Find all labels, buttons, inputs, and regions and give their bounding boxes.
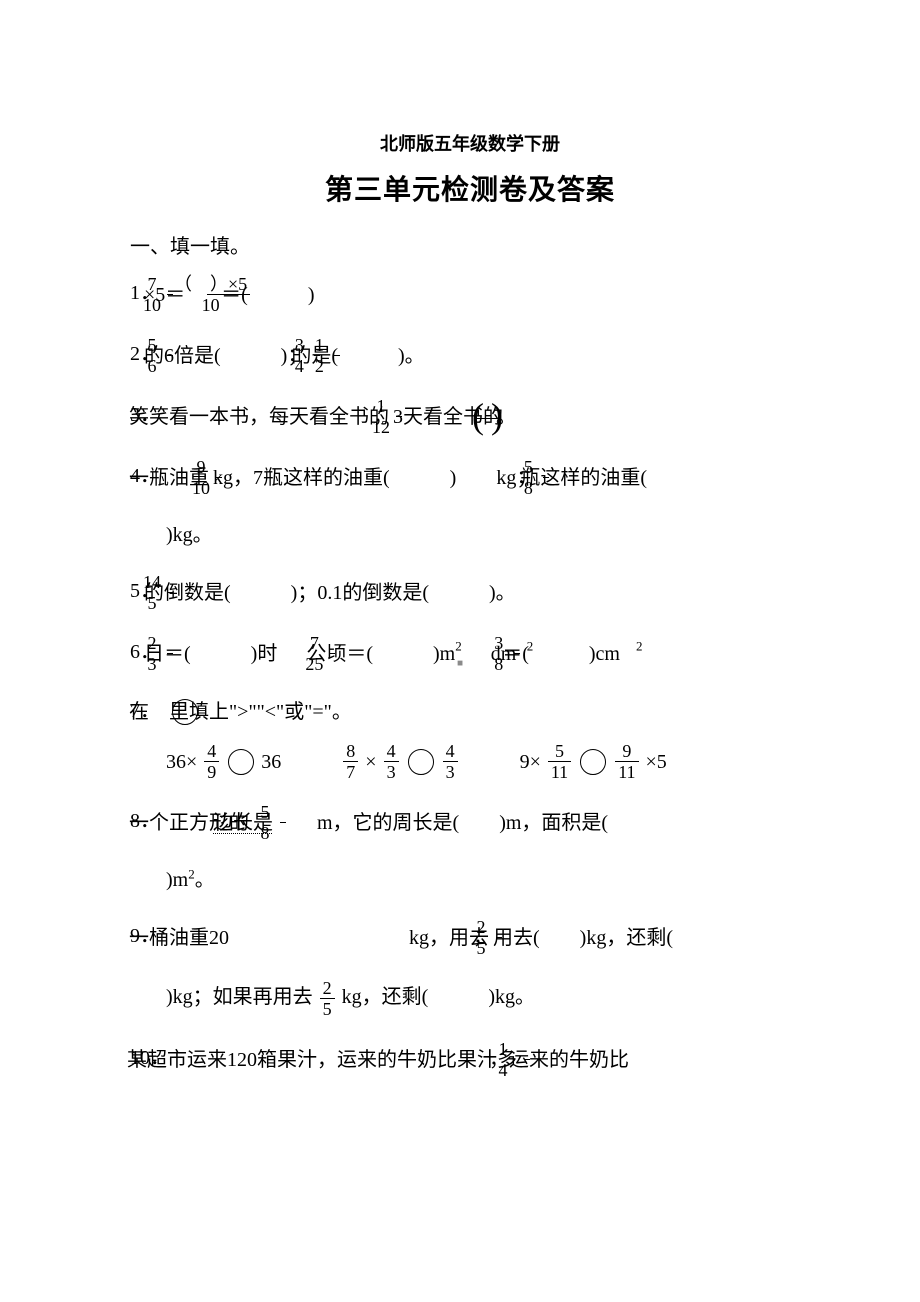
q9-text-2: ，用去( )kg，还剩( [509,922,673,954]
q2-frac-1: 5 6 [167,336,173,375]
q10-frac-1: 1 4 [524,1040,530,1079]
q6-c2-sup: 2 [455,638,462,653]
q7-r2-frac-3: 4 3 [443,742,458,781]
q7-opt-1: 36× 4 9 36 [166,742,281,781]
q1-text-2: ＝( ) [257,279,330,311]
q10-text-2: ，运来的牛奶比 [537,1044,629,1076]
q7-r3-frac-1: 5 11 [548,742,571,781]
q7-r2-frac-1: 8 7 [343,742,358,781]
q2-text-1: 的6倍是( )； [180,340,307,372]
q3-frac-1: 1 12 [396,397,402,436]
q9-text-1: 一桶油重20 kg，用去 [165,922,489,954]
q4-text-2: kg，7瓶这样的油重( ) kg； [229,462,536,494]
question-4: 4． 一瓶油重 9 10 kg，7瓶这样的油重( ) kg； 5 8 瓶这样的油… [130,458,810,497]
question-9-cont: )kg；如果再用去 2 5 kg，还剩( )kg。 [130,979,810,1018]
q7-r3-frac-2: 9 11 [615,742,638,781]
q6-frac-3: 3 8 [514,634,520,673]
question-3: 3． 笑笑看一本书，每天看全书的 1 12 ，3天看全书的 ( — ) 。 [130,397,810,436]
q1-frac-1: 7 10 [167,275,173,314]
section-1-title: 一、填一填。 [130,230,810,259]
watermark-dot: ■ [457,658,463,669]
q6-c3-sup-2: 2 [636,638,643,653]
q6-frac-1: 2 3 [167,634,173,673]
q7-r2-frac-2: 4 3 [384,742,399,781]
page-title: 第三单元检测卷及答案 [130,168,810,208]
question-6: 6． 2 3 日＝( )时 7 25 公顷＝( )m2 3 8 dm2 ＝( )… [130,634,810,673]
q4-text-4: )kg。 [166,524,213,546]
question-1: 1． 7 10 ×5＝ （ ）×5 10 ＝( ) [130,275,810,314]
question-7: 7． 在 里填上">""<"或"="。 36× 4 9 36 8 7 × [130,695,810,781]
circle-icon [228,749,254,775]
q4-frac-1: 9 10 [216,458,222,497]
q7-options-row: 36× 4 9 36 8 7 × 4 3 [166,742,810,781]
q9-frac-2: 2 5 [320,979,335,1018]
q7-opt-3: 9× 5 11 9 11 ×5 [520,742,667,781]
page-subtitle: 北师版五年级数学下册 [130,130,810,156]
q3-text-1: 笑笑看一本书，每天看全书的 [165,401,389,433]
question-2: 2． 5 6 的6倍是( )； 3 4 的 1 2 是( )。 [130,336,810,375]
q10-text-1: 某超市运来120箱果汁，运来的牛奶比果汁多 [175,1044,517,1076]
q6-c1-text: 日＝( )时 [180,638,277,670]
question-8: 8． 一个正方形的边长是 5 8 m，它的周长是( )m，面积是( [130,803,810,842]
q5-frac-1: 14 5 [167,573,173,612]
q7-text-2: 里填上">""<"或"="。 [205,696,352,728]
q3-blank-space [518,401,522,433]
question-4-cont: )kg。 [130,519,810,551]
circle-icon [408,749,434,775]
q9-text-3: )kg；如果再用去 [166,987,313,1009]
q9-text-4: kg，还剩( )kg。 [342,987,535,1009]
circle-icon [580,749,606,775]
q1-frac-2: （ ）×5 10 [207,275,250,314]
q5-text-1: 的倒数是( )；0.1的倒数是( )。 [180,577,516,609]
q4-text-3: 瓶这样的油重( [556,462,647,494]
question-5: 5． 14 5 的倒数是( )；0.1的倒数是( )。 [130,573,810,612]
q8-frac-1: 5 8 [280,803,286,842]
q6-c3-text-2: ＝( )cm [538,638,636,670]
question-9: 9． 一桶油重20 kg，用去 2 5 ，用去( )kg，还剩( [130,918,810,957]
q8-text-3: )m [166,869,188,891]
question-10: 10． 某超市运来120箱果汁，运来的牛奶比果汁多 1 4 ，运来的牛奶比 [130,1040,810,1079]
q2-frac-3: 1 2 [334,336,340,375]
q2-text-3: 是( )。 [347,340,440,372]
q7-r1-frac: 4 9 [204,742,219,781]
q4-frac-2: 5 8 [543,458,549,497]
q6-frac-2: 7 25 [329,634,335,673]
question-8-cont: )m2。 [130,864,810,896]
q7-opt-2: 8 7 × 4 3 4 3 [341,742,459,781]
page: 北师版五年级数学下册 第三单元检测卷及答案 一、填一填。 1． 7 10 ×5＝… [0,0,920,1302]
q6-c2-text-1: 公顷＝( )m [342,638,455,670]
q9-frac-1: 2 5 [496,918,502,957]
q8-text-4: 。 [195,869,215,891]
q8-text-2: m，它的周长是( )m，面积是( [293,807,608,839]
